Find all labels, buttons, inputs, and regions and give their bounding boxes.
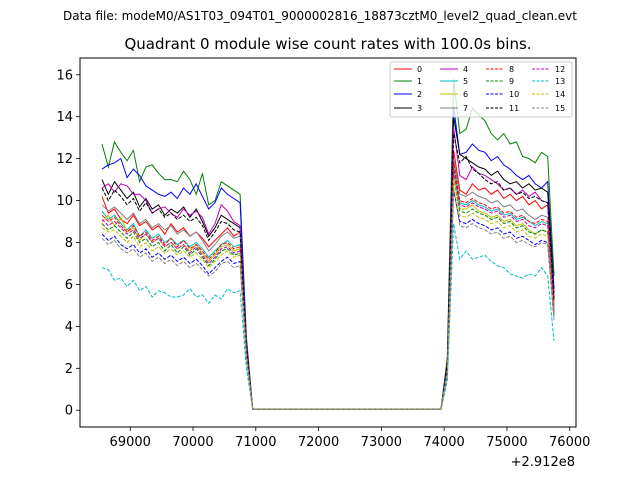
chart-suptitle: Data file: modeM0/AS1T03_094T01_90000028… xyxy=(63,9,577,23)
series-line-8 xyxy=(101,162,555,410)
y-axis: 0 2 4 6 8 10 12 14 16 xyxy=(56,68,80,419)
y-tick-label: 4 xyxy=(65,320,73,335)
x-tick-label: 70000 xyxy=(172,435,213,450)
x-tick-label: 71000 xyxy=(235,435,276,450)
y-tick-label: 14 xyxy=(56,110,73,125)
legend-label-8: 8 xyxy=(509,65,514,74)
x-tick-label: 69000 xyxy=(110,435,151,450)
legend-label-4: 4 xyxy=(463,65,468,74)
y-tick-label: 12 xyxy=(56,152,73,167)
legend-label-9: 9 xyxy=(509,77,514,86)
y-tick-label: 0 xyxy=(65,404,73,419)
legend-label-10: 10 xyxy=(509,90,519,99)
x-tick-label: 76000 xyxy=(549,435,590,450)
legend-label-0: 0 xyxy=(417,65,422,74)
legend-label-5: 5 xyxy=(463,77,468,86)
series-line-14 xyxy=(101,179,555,410)
y-tick-label: 10 xyxy=(56,194,73,209)
y-tick-label: 8 xyxy=(65,236,73,251)
plot-series-group xyxy=(101,78,555,410)
y-tick-label: 6 xyxy=(65,278,73,293)
x-offset-label: +2.912e8 xyxy=(511,455,575,470)
legend-label-3: 3 xyxy=(417,104,422,113)
legend-label-11: 11 xyxy=(509,104,519,113)
legend-label-1: 1 xyxy=(417,77,422,86)
x-tick-label: 73000 xyxy=(361,435,402,450)
legend-label-12: 12 xyxy=(555,65,565,74)
legend-label-7: 7 xyxy=(463,104,468,113)
x-axis: 69000 70000 71000 72000 73000 74000 75000 76000 xyxy=(110,427,590,450)
y-tick-label: 2 xyxy=(65,362,73,377)
x-tick-label: 72000 xyxy=(298,435,339,450)
series-line-15 xyxy=(101,187,555,410)
legend-frame xyxy=(389,61,573,118)
legend-label-2: 2 xyxy=(417,90,422,99)
legend-label-14: 14 xyxy=(555,90,565,99)
legend-label-13: 13 xyxy=(555,77,565,86)
legend-label-6: 6 xyxy=(463,90,468,99)
legend-label-15: 15 xyxy=(555,104,565,113)
x-tick-label: 74000 xyxy=(423,435,464,450)
y-tick-label: 16 xyxy=(56,68,73,83)
chart-title: Quadrant 0 module wise count rates with … xyxy=(124,35,531,53)
x-tick-label: 75000 xyxy=(486,435,527,450)
